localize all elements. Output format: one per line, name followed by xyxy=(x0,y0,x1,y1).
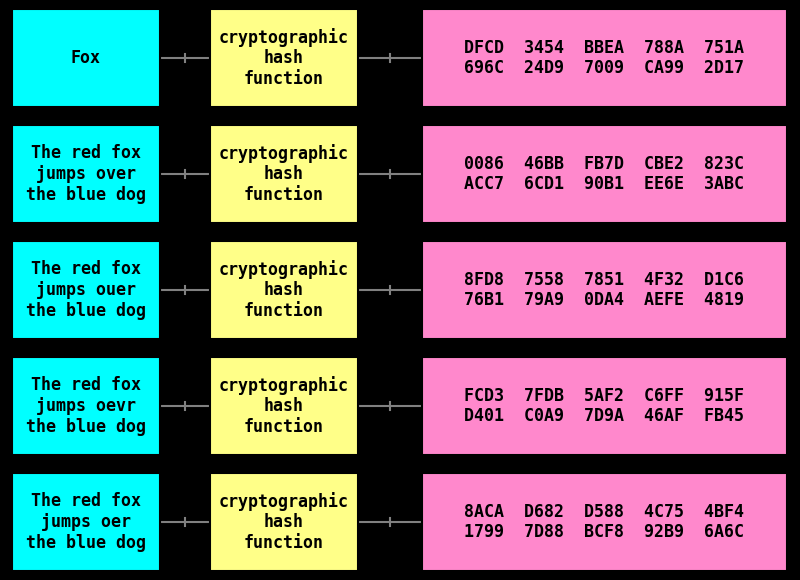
Bar xyxy=(12,357,160,455)
Bar xyxy=(422,473,787,571)
Bar xyxy=(422,125,787,223)
Text: cryptographic
hash
function: cryptographic hash function xyxy=(219,28,349,88)
Bar xyxy=(12,241,160,339)
Text: 8ACA  D682  D588  4C75  4BF4
1799  7D88  BCF8  92B9  6A6C: 8ACA D682 D588 4C75 4BF4 1799 7D88 BCF8 … xyxy=(465,503,745,541)
Text: The red fox
jumps ouer
the blue dog: The red fox jumps ouer the blue dog xyxy=(26,260,146,320)
Bar xyxy=(210,473,358,571)
Text: DFCD  3454  BBEA  788A  751A
696C  24D9  7009  CA99  2D17: DFCD 3454 BBEA 788A 751A 696C 24D9 7009 … xyxy=(465,39,745,77)
Text: The red fox
jumps oevr
the blue dog: The red fox jumps oevr the blue dog xyxy=(26,376,146,436)
Bar xyxy=(12,9,160,107)
Bar xyxy=(422,357,787,455)
Text: The red fox
jumps over
the blue dog: The red fox jumps over the blue dog xyxy=(26,144,146,204)
Bar xyxy=(210,241,358,339)
Bar xyxy=(12,125,160,223)
Text: The red fox
jumps oer
the blue dog: The red fox jumps oer the blue dog xyxy=(26,492,146,552)
Bar xyxy=(422,241,787,339)
Text: 0086  46BB  FB7D  CBE2  823C
ACC7  6CD1  90B1  EE6E  3ABC: 0086 46BB FB7D CBE2 823C ACC7 6CD1 90B1 … xyxy=(465,155,745,193)
Text: cryptographic
hash
function: cryptographic hash function xyxy=(219,492,349,552)
Text: cryptographic
hash
function: cryptographic hash function xyxy=(219,144,349,204)
Bar xyxy=(210,9,358,107)
Bar xyxy=(422,9,787,107)
Text: FCD3  7FDB  5AF2  C6FF  915F
D401  C0A9  7D9A  46AF  FB45: FCD3 7FDB 5AF2 C6FF 915F D401 C0A9 7D9A … xyxy=(465,387,745,425)
Text: Fox: Fox xyxy=(71,49,101,67)
Bar xyxy=(12,473,160,571)
Bar xyxy=(210,125,358,223)
Text: 8FD8  7558  7851  4F32  D1C6
76B1  79A9  0DA4  AEFE  4819: 8FD8 7558 7851 4F32 D1C6 76B1 79A9 0DA4 … xyxy=(465,271,745,309)
Bar xyxy=(210,357,358,455)
Text: cryptographic
hash
function: cryptographic hash function xyxy=(219,260,349,320)
Text: cryptographic
hash
function: cryptographic hash function xyxy=(219,376,349,436)
